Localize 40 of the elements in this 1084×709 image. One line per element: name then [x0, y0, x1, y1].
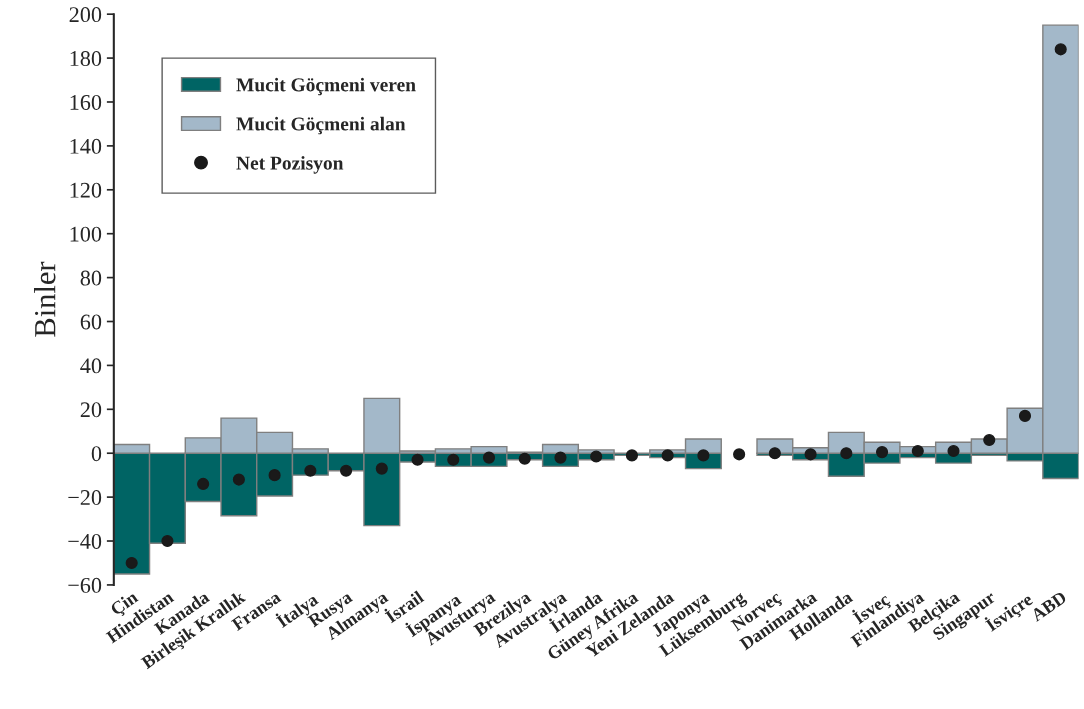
y-tick-label: 180: [70, 51, 102, 67]
point: [375, 462, 388, 475]
point: [482, 451, 496, 464]
y-tick-label: −20: [68, 490, 102, 506]
y-tick-label: 120: [70, 182, 102, 198]
point: [911, 444, 924, 458]
y-tick-label: 40: [80, 358, 102, 374]
y-tick-label: 100: [70, 226, 102, 242]
point: [625, 449, 639, 462]
y-tick-label: 0: [91, 446, 102, 462]
point: [590, 450, 603, 463]
point: [875, 446, 889, 459]
point: [661, 449, 674, 462]
point: [518, 452, 531, 465]
y-tick-label: 20: [80, 402, 102, 418]
y-axis-title: Binler: [34, 261, 56, 337]
y-tick-label: 160: [70, 94, 102, 110]
y-tick-label: −40: [68, 533, 102, 549]
point: [804, 448, 817, 461]
y-tick-label: 140: [70, 138, 102, 154]
point: [447, 453, 460, 466]
y-tick-label: 200: [69, 7, 102, 23]
y-tick-label: 60: [80, 314, 102, 330]
point: [125, 556, 138, 570]
point: [1018, 409, 1032, 422]
point: [411, 453, 424, 466]
point: [947, 444, 960, 458]
point: [161, 534, 174, 548]
y-tick-label: −60: [68, 577, 102, 593]
y-tick-label: 80: [80, 270, 102, 286]
point: [554, 451, 567, 464]
point: [1054, 43, 1067, 56]
point: [340, 464, 353, 477]
point: [232, 473, 245, 486]
point: [768, 447, 781, 460]
point: [733, 448, 746, 461]
legend-label: Net Pozisyon: [236, 155, 344, 174]
legend-label: Mucit Göçmeni alan: [236, 116, 406, 135]
legend-label: Mucit Göçmeni veren: [236, 77, 416, 96]
point: [840, 447, 853, 460]
